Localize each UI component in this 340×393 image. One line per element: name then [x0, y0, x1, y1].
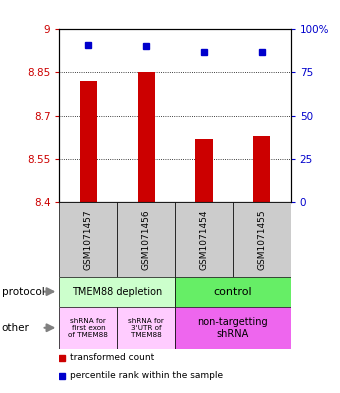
Bar — [59, 202, 117, 277]
Text: GSM1071456: GSM1071456 — [142, 209, 151, 270]
Bar — [59, 277, 175, 307]
Text: percentile rank within the sample: percentile rank within the sample — [70, 371, 223, 380]
Bar — [233, 202, 291, 277]
Bar — [117, 307, 175, 349]
Bar — [175, 202, 233, 277]
Text: TMEM88 depletion: TMEM88 depletion — [72, 286, 163, 297]
Text: GSM1071455: GSM1071455 — [257, 209, 266, 270]
Bar — [175, 277, 291, 307]
Text: shRNA for
3'UTR of
TMEM88: shRNA for 3'UTR of TMEM88 — [128, 318, 164, 338]
Text: GSM1071457: GSM1071457 — [84, 209, 93, 270]
Bar — [137, 72, 155, 202]
Bar — [253, 136, 270, 202]
Text: control: control — [214, 286, 252, 297]
Text: protocol: protocol — [2, 286, 45, 297]
Bar — [80, 81, 97, 202]
Text: transformed count: transformed count — [70, 353, 154, 362]
Bar — [175, 307, 291, 349]
Bar — [117, 202, 175, 277]
Text: shRNA for
first exon
of TMEM88: shRNA for first exon of TMEM88 — [68, 318, 108, 338]
Text: other: other — [2, 323, 30, 333]
Text: non-targetting
shRNA: non-targetting shRNA — [198, 317, 268, 338]
Bar — [59, 307, 117, 349]
Text: GSM1071454: GSM1071454 — [200, 209, 208, 270]
Bar — [195, 139, 213, 202]
